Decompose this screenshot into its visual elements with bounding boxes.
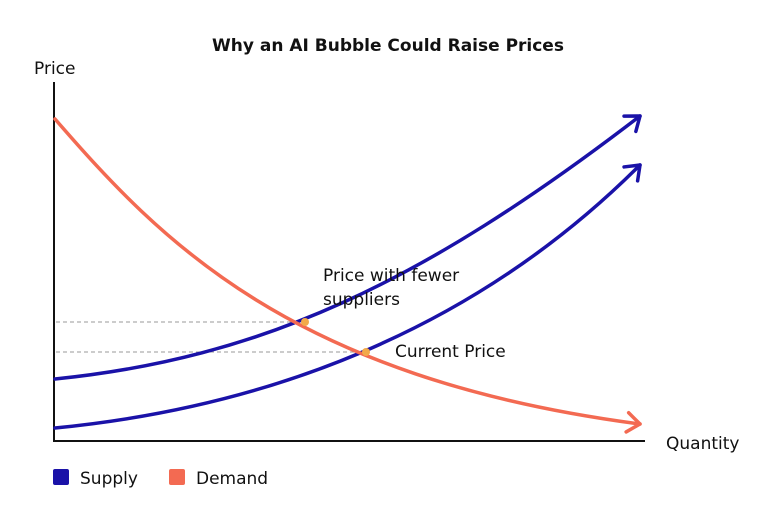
legend-label-demand: Demand <box>196 469 268 489</box>
supply-curve-shifted-arrowhead <box>622 114 642 134</box>
supply-curve-original-arrowhead <box>622 163 642 183</box>
annotation-current-price: Current Price <box>395 342 506 362</box>
demand-curve-arrowhead <box>624 411 642 434</box>
equilibrium-point-original <box>362 348 370 356</box>
demand-curve <box>53 117 642 426</box>
equilibrium-point-shifted <box>301 318 309 326</box>
legend-swatch-demand <box>169 469 185 485</box>
curves-layer <box>53 114 642 430</box>
legend-swatch-supply <box>53 469 69 485</box>
legend-label-supply: Supply <box>80 469 138 489</box>
supply-curve-shifted <box>53 114 642 381</box>
annotation-shifted-price-line2: suppliers <box>323 290 400 310</box>
chart-title: Why an AI Bubble Could Raise Prices <box>212 36 564 56</box>
y-axis-label: Price <box>34 59 75 79</box>
x-axis-label: Quantity <box>666 434 739 454</box>
annotation-shifted-price-line1: Price with fewer <box>323 266 459 286</box>
arrows-layer <box>622 114 642 434</box>
